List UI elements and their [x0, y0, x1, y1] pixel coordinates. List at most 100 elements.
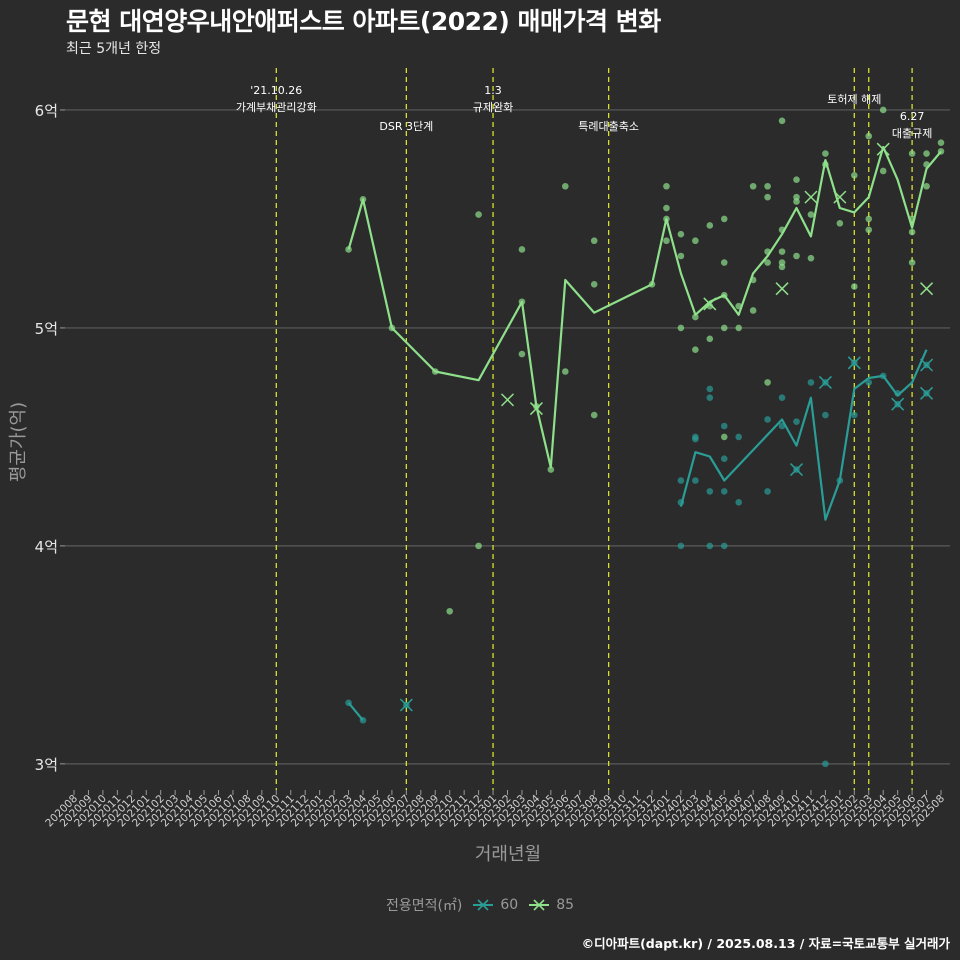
point-85-6 [475, 542, 482, 550]
cross-marker-60-4 [891, 397, 905, 411]
point-60-15 [720, 488, 728, 495]
point-85-23 [677, 252, 685, 260]
cross-stroke-b [876, 142, 890, 156]
point-85-44 [764, 259, 771, 266]
cross-marker-85-6 [876, 142, 890, 156]
point-85-28 [706, 222, 714, 229]
point-85-54 [793, 252, 800, 260]
event-label-202207: DSR 3단계 [379, 120, 433, 133]
cross-stroke-b [703, 297, 717, 311]
cross-marker-85-4 [804, 190, 818, 204]
cross-marker-60-0 [399, 698, 413, 712]
point-85-27 [692, 346, 699, 354]
point-85-25 [692, 237, 699, 245]
point-60-3 [677, 477, 685, 484]
point-85-38 [749, 182, 757, 190]
cross-marker-85-3 [775, 282, 789, 296]
point-85-50 [778, 263, 786, 271]
cross-marker-60-6 [920, 386, 934, 400]
cross-marker-60-2 [818, 375, 832, 389]
point-85-56 [807, 254, 815, 262]
point-60-13 [720, 422, 728, 430]
x-axis-label: 거래년월 [475, 844, 541, 865]
y-tick-label-6: 6억 [35, 102, 58, 120]
point-60-21 [778, 394, 786, 401]
event-label-202502: 토허제 해제 [827, 92, 881, 106]
point-85-60 [851, 172, 858, 179]
point-85-32 [720, 259, 728, 266]
point-85-45 [764, 379, 771, 386]
point-85-41 [764, 182, 771, 190]
point-85-70 [908, 259, 916, 266]
cross-stroke-b [529, 402, 543, 416]
point-85-61 [851, 283, 858, 290]
point-85-24 [677, 324, 685, 332]
chart-subtitle: 최근 5개년 한정 [66, 41, 162, 57]
cross-stroke-b [818, 375, 832, 389]
point-85-18 [663, 182, 670, 190]
legend: 전용면적(㎡) 60 85 [0, 894, 960, 916]
point-85-35 [720, 433, 728, 441]
cross-stroke-b [920, 358, 934, 372]
point-85-62 [865, 132, 873, 140]
event-label-202301-0: 1.3 [484, 84, 502, 97]
point-85-69 [908, 228, 916, 236]
point-60-18 [735, 498, 742, 506]
point-85-67 [908, 150, 916, 157]
point-85-22 [677, 230, 685, 238]
legend-item-85: 85 [528, 894, 574, 916]
point-85-73 [923, 182, 930, 190]
cross-stroke-b [920, 282, 934, 296]
point-60-17 [735, 433, 742, 441]
point-85-26 [692, 313, 699, 321]
point-85-48 [778, 248, 786, 255]
event-label-202309: 특례대출축소 [578, 120, 639, 133]
series-line-60 [347, 702, 364, 721]
cross-stroke-b [847, 356, 861, 370]
cross-marker-60-3 [847, 356, 861, 370]
cross-marker-85-1 [529, 402, 543, 416]
point-60-19 [764, 416, 771, 423]
cross-stroke-b [804, 190, 818, 204]
legend-title: 전용면적(㎡) [385, 898, 463, 914]
cross-stroke-b [891, 397, 905, 411]
point-85-7 [518, 246, 526, 253]
point-85-31 [720, 215, 728, 223]
point-85-51 [793, 176, 800, 184]
point-60-28 [822, 760, 829, 768]
point-85-53 [793, 198, 800, 205]
source-caption: ©디아파트(dapt.kr) / 2025.08.13 / 자료=국토교통부 실… [581, 936, 950, 951]
legend-label-60: 60 [500, 897, 519, 913]
point-60-5 [677, 542, 685, 550]
point-85-21 [663, 237, 670, 245]
y-tick-label-5: 5억 [35, 320, 58, 338]
point-60-8 [692, 477, 699, 484]
lines-layer [347, 145, 942, 721]
point-85-40 [749, 307, 757, 314]
cross-stroke-b [500, 393, 515, 407]
point-85-9 [518, 350, 526, 358]
point-60-20 [764, 488, 771, 495]
cross-stroke-b [833, 190, 847, 204]
point-85-37 [735, 324, 742, 332]
point-85-74 [937, 139, 945, 146]
point-85-46 [778, 117, 786, 125]
series-line-60-b [679, 349, 928, 521]
cross-marker-85-7 [920, 282, 934, 296]
point-60-12 [706, 542, 714, 550]
point-85-15 [590, 281, 598, 288]
point-60-10 [706, 394, 714, 401]
y-axis-label: 평균가(억) [8, 402, 29, 482]
point-60-31 [851, 411, 858, 419]
point-85-19 [663, 204, 670, 212]
cross-marker-85-2 [703, 297, 717, 311]
cross-marker-85-0 [500, 393, 515, 407]
event-label-202301-1: 규제완화 [473, 101, 513, 114]
point-85-59 [836, 219, 844, 227]
point-60-16 [720, 542, 728, 550]
point-85-13 [562, 368, 569, 375]
cross-stroke-b [399, 698, 413, 712]
point-85-57 [822, 150, 829, 157]
series-line-85 [347, 145, 942, 469]
point-60-32 [865, 379, 873, 386]
